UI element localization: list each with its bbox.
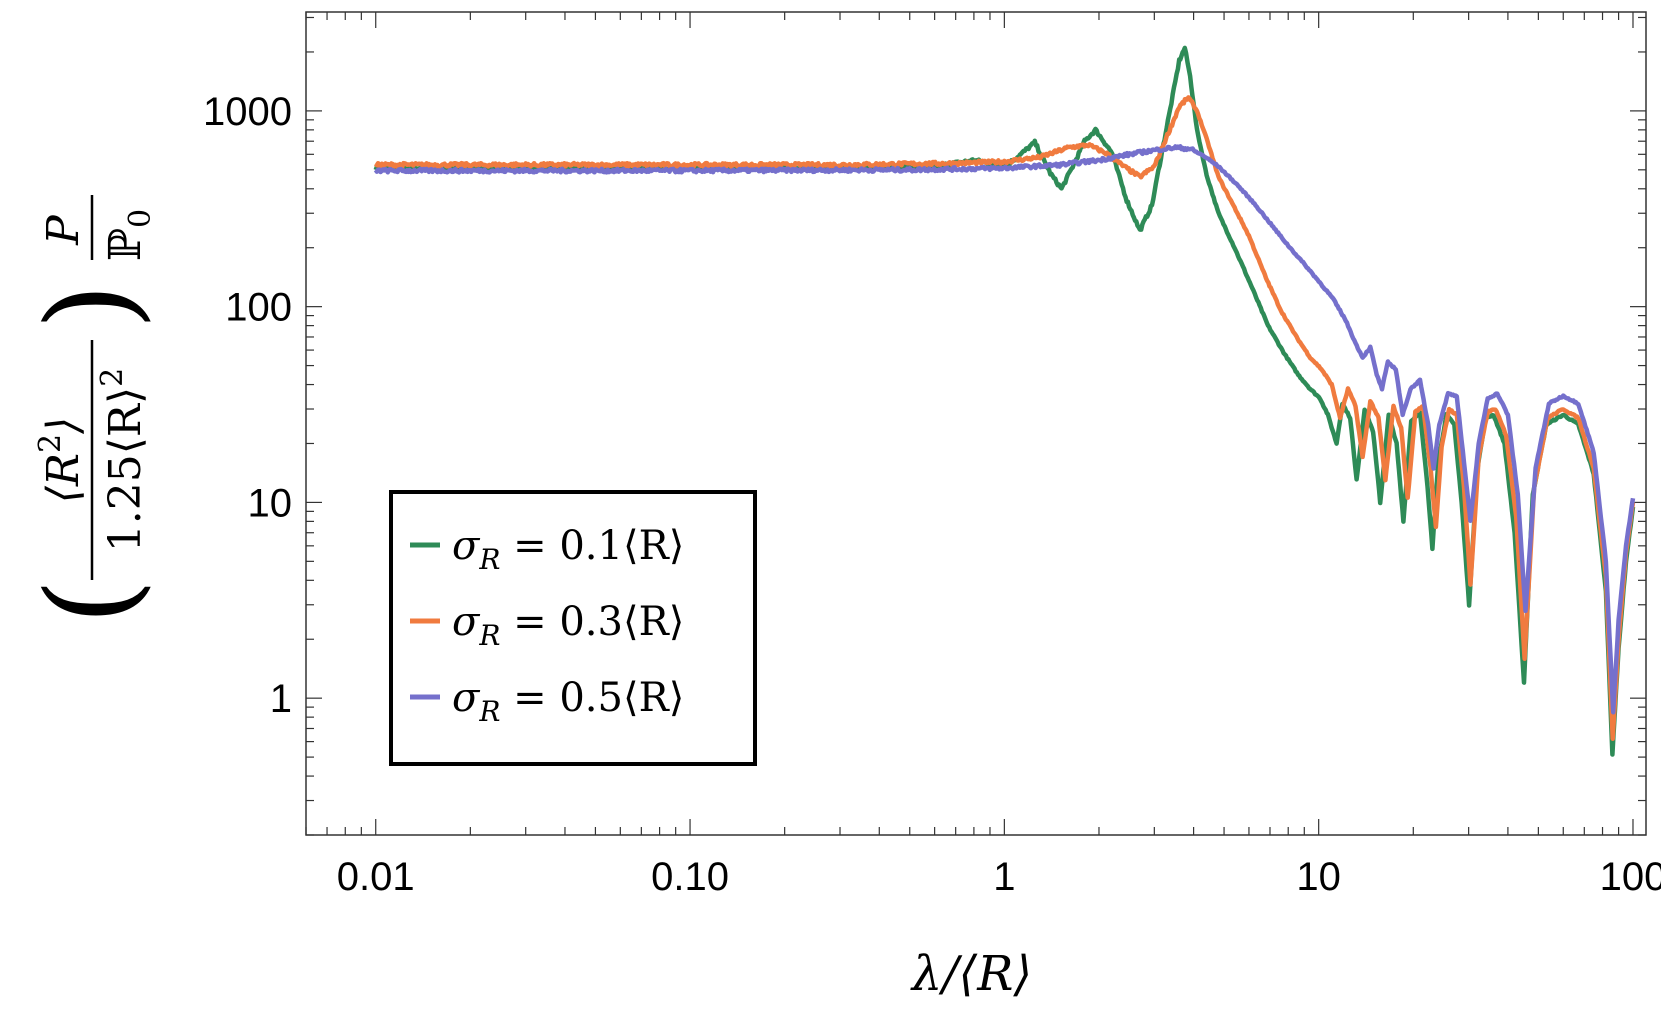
series-line-1 (373, 95, 1636, 741)
y-label-frac1-num: ⟨R2⟩ (33, 417, 89, 504)
y-tick-label: 10 (248, 481, 293, 525)
y-tick-label: 1000 (203, 90, 292, 134)
legend-label: σR = 0.3⟨R⟩ (452, 599, 684, 652)
x-tick-label: 10 (1296, 855, 1341, 899)
legend-box (389, 490, 757, 766)
y-label-frac1-den: 1.25⟨R⟩2 (95, 368, 151, 553)
x-axis-label: λ/⟨R⟩ (910, 946, 1032, 1002)
legend-label: σR = 0.1⟨R⟩ (452, 523, 684, 576)
x-tick-label: 0.10 (651, 855, 729, 899)
series-line-2 (373, 144, 1636, 715)
x-tick-label: 100 (1600, 855, 1661, 899)
x-tick-label: 1 (993, 855, 1015, 899)
series-group (373, 45, 1636, 757)
y-axis-label: ( ⟨R2⟩ 1.25⟨R⟩2 ) P ℙ0 (22, 195, 161, 625)
legend: σR = 0.1⟨R⟩ σR = 0.3⟨R⟩ σR = 0.5⟨R⟩ (389, 490, 757, 766)
y-label-paren-open: ( (22, 578, 161, 625)
legend-label: σR = 0.5⟨R⟩ (452, 675, 684, 728)
y-label-frac2-num: P (38, 214, 89, 246)
legend-entries: σR = 0.1⟨R⟩ σR = 0.3⟨R⟩ σR = 0.5⟨R⟩ (410, 523, 684, 728)
y-label-frac2-den: ℙ0 (100, 209, 158, 261)
y-tick-labels: 1 10 100 1000 (203, 90, 292, 721)
plot-frame (305, 11, 1647, 836)
x-tick-label: 0.01 (337, 855, 415, 899)
x-tick-labels: 0.01 0.10 1 10 100 (337, 855, 1661, 899)
y-tick-label: 1 (270, 677, 292, 721)
y-tick-label: 100 (225, 286, 292, 330)
y-label-paren-close: ) (22, 283, 161, 330)
